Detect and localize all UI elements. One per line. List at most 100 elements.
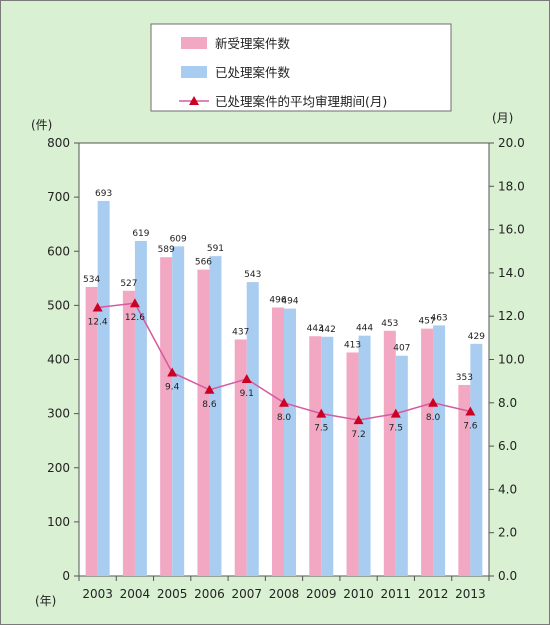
line-label-2011: 7.5: [389, 424, 403, 434]
x-tick-label-2006: 2006: [194, 587, 225, 601]
right-axis-unit: (月): [492, 111, 513, 125]
left-tick-label: 500: [47, 298, 70, 312]
bar-label-processed-2009: 442: [319, 325, 336, 335]
bar-processed-2010: [358, 335, 371, 576]
bars: [85, 200, 483, 576]
x-tick-label-2013: 2013: [455, 587, 486, 601]
bar-label-new-2009: 443: [307, 324, 324, 334]
bar-new-2011: [383, 330, 396, 576]
left-tick-label: 0: [62, 569, 70, 583]
line-label-2012: 8.0: [426, 413, 441, 423]
x-tick-label-2008: 2008: [269, 587, 300, 601]
bar-processed-2008: [284, 308, 296, 576]
line-marker-2004: [129, 298, 140, 308]
bar-processed-2005: [172, 246, 185, 576]
bar-label-new-2008: 496: [269, 296, 286, 306]
bar-label-new-2012: 457: [418, 317, 435, 327]
right-tick-label: 14.0: [498, 266, 525, 280]
bar-processed-2003: [97, 200, 110, 576]
bar-new-2005: [160, 257, 173, 576]
bar-new-2003: [85, 286, 98, 576]
bar-label-processed-2006: 591: [207, 244, 224, 254]
left-axis-unit: (件): [31, 118, 52, 132]
right-tick-label: 10.0: [498, 353, 525, 367]
bar-processed-2004: [134, 240, 147, 576]
line-marker-2003: [92, 302, 103, 312]
bar-label-new-2007: 437: [232, 327, 249, 337]
left-tick-label: 400: [47, 353, 70, 367]
right-tick-label: 8.0: [498, 396, 517, 410]
right-tick-label: 18.0: [498, 179, 525, 193]
right-tick-label: 12.0: [498, 309, 525, 323]
bar-processed-2009: [321, 336, 334, 576]
left-tick-label: 600: [47, 244, 70, 258]
x-tick-label-2010: 2010: [343, 587, 374, 601]
x-tick-label-2004: 2004: [120, 587, 151, 601]
line-label-2003: 12.4: [88, 318, 108, 328]
legend-marker-swatch: [189, 96, 199, 105]
line-marker-2009: [316, 408, 327, 418]
line-marker-2010: [353, 415, 364, 425]
bar-label-processed-2004: 619: [132, 229, 149, 239]
right-tick-label: 20.0: [498, 136, 525, 150]
bar-label-new-2011: 453: [381, 319, 398, 329]
bar-processed-2011: [395, 355, 408, 576]
bar-label-new-2010: 413: [344, 340, 361, 350]
bar-label-new-2005: 589: [158, 245, 175, 255]
x-tick-label-2011: 2011: [381, 587, 412, 601]
line-label-2005: 9.4: [165, 382, 180, 392]
bar-label-processed-2007: 543: [244, 270, 261, 280]
line-marker-2005: [167, 367, 178, 377]
legend-swatch-0: [181, 37, 207, 49]
line-label-2007: 9.1: [240, 389, 254, 399]
legend-swatch-1: [181, 66, 207, 78]
right-tick-label: 0.0: [498, 569, 517, 583]
bar-label-processed-2012: 463: [430, 313, 447, 323]
left-tick-label: 100: [47, 515, 70, 529]
x-tick-label-2007: 2007: [231, 587, 262, 601]
bar-new-2013: [458, 384, 471, 576]
right-tick-label: 16.0: [498, 223, 525, 237]
bar-label-new-2003: 534: [83, 275, 100, 285]
bar-label-processed-2005: 609: [170, 234, 187, 244]
bar-new-2004: [122, 290, 135, 576]
left-tick-label: 800: [47, 136, 70, 150]
right-tick-label: 2.0: [498, 526, 517, 540]
line-marker-2011: [390, 408, 401, 418]
line-series: [92, 298, 476, 425]
bar-new-2010: [346, 352, 359, 576]
bar-label-processed-2008: 494: [281, 297, 298, 307]
left-tick-label: 200: [47, 461, 70, 475]
line-label-2004: 12.6: [125, 313, 145, 323]
x-tick-label-2003: 2003: [82, 587, 113, 601]
data-labels: 534 527 589 566 437 496 443 413 453 457 353 693 619 6…: [83, 189, 485, 440]
bar-new-2006: [197, 269, 210, 576]
legend-label-2: 已处理案件的平均审理期间(月): [215, 94, 387, 109]
line-label-2009: 7.5: [314, 424, 328, 434]
x-axis-unit: (年): [35, 594, 56, 608]
bar-label-processed-2003: 693: [95, 189, 112, 199]
right-tick-label: 4.0: [498, 482, 517, 496]
x-tick-label-2012: 2012: [418, 587, 449, 601]
bar-processed-2006: [209, 256, 222, 576]
x-tick-label-2009: 2009: [306, 587, 337, 601]
line-marker-2006: [204, 384, 215, 394]
bar-processed-2007: [246, 282, 259, 576]
bar-label-new-2006: 566: [195, 258, 212, 268]
left-tick-label: 700: [47, 190, 70, 204]
line-marker-2013: [465, 406, 476, 416]
left-tick-label: 300: [47, 407, 70, 421]
bar-new-2012: [421, 328, 434, 576]
line-marker-2007: [241, 373, 252, 383]
line-label-2008: 8.0: [277, 413, 292, 423]
line-marker-2012: [428, 397, 439, 407]
bar-new-2008: [272, 307, 284, 576]
bar-label-processed-2013: 429: [468, 332, 485, 342]
line-marker-2008: [279, 397, 289, 407]
bar-label-new-2004: 527: [120, 279, 137, 289]
bar-processed-2013: [470, 343, 483, 576]
bar-new-2009: [309, 336, 322, 576]
